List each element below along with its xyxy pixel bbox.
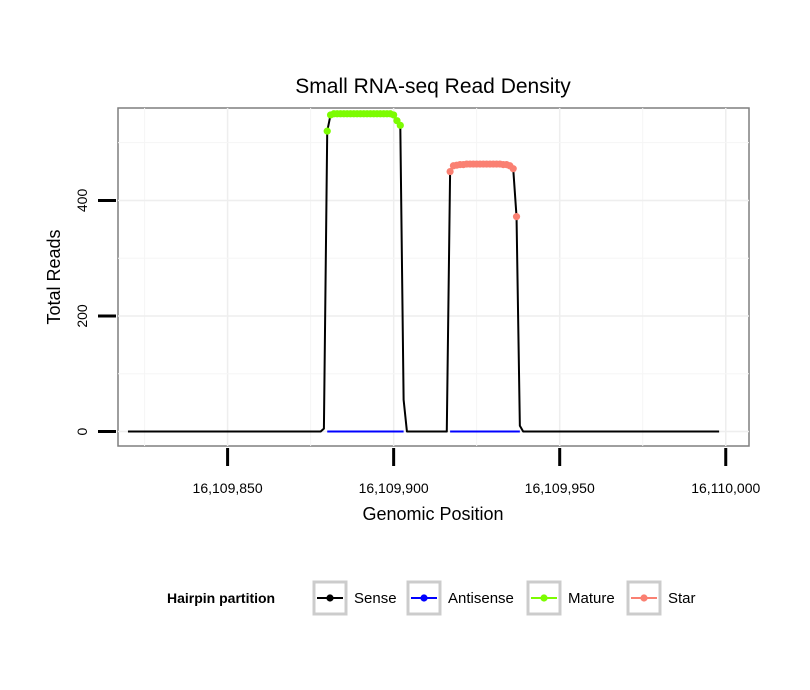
x-axis-label: Genomic Position <box>362 504 503 524</box>
x-tick-label: 16,109,950 <box>525 480 595 496</box>
data-point-mature <box>396 121 404 129</box>
legend-key-point-mature <box>540 594 548 602</box>
x-tick-label: 16,109,900 <box>359 480 429 496</box>
legend-key-point-antisense <box>420 594 428 602</box>
legend-label-star: Star <box>668 590 696 607</box>
x-axis: 16,109,850 16,109,900 16,109,950 16,110,000 <box>193 448 760 496</box>
legend-label-sense: Sense <box>354 590 397 607</box>
x-tick-label: 16,109,850 <box>193 480 263 496</box>
legend-label-mature: Mature <box>568 590 615 607</box>
chart-title: Small RNA-seq Read Density <box>295 75 571 98</box>
plot-panel <box>117 107 750 447</box>
data-point-star <box>512 213 521 221</box>
data-point-star <box>446 167 454 176</box>
y-tick-label: 200 <box>74 304 90 328</box>
series-layer <box>127 110 720 433</box>
x-tick-label: 16,110,000 <box>691 480 760 496</box>
legend-label-antisense: Antisense <box>448 590 514 607</box>
legend: Hairpin partition Sense Antisense Mature St… <box>167 580 696 616</box>
y-tick-label: 400 <box>74 189 90 213</box>
data-point-star <box>509 165 517 173</box>
legend-title: Hairpin partition <box>167 590 275 606</box>
data-point-mature <box>323 127 331 135</box>
y-axis-label: Total Reads <box>44 229 64 324</box>
legend-key-point-star <box>640 594 648 602</box>
y-axis: 0 200 400 <box>74 189 116 435</box>
y-tick-label: 0 <box>74 427 90 435</box>
legend-key-point-sense <box>326 594 334 602</box>
data-point-mature <box>390 111 398 119</box>
